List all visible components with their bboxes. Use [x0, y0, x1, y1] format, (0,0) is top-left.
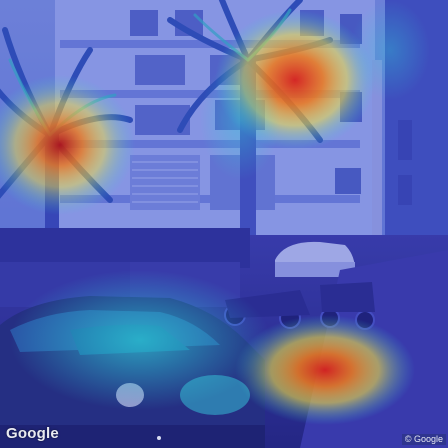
google-logo: Google [6, 425, 59, 442]
copyright-label: © Google [401, 434, 446, 445]
pagination-dot-icon [157, 436, 161, 440]
